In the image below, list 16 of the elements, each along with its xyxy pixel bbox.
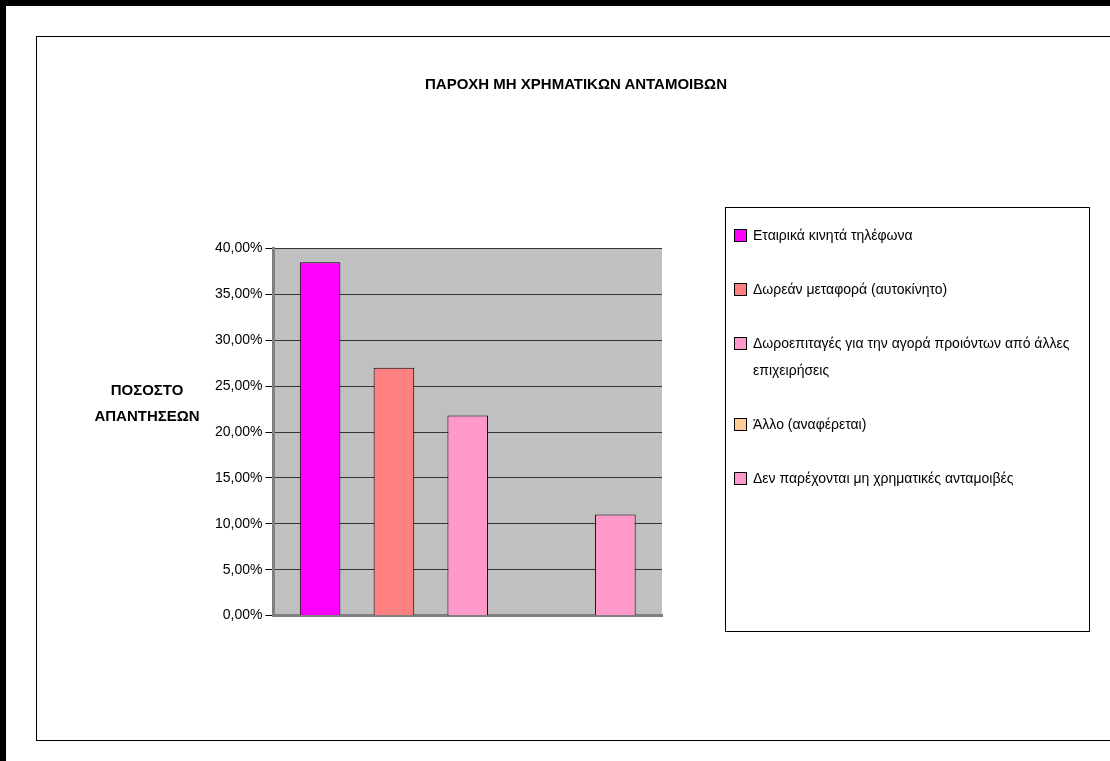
y-tick-label: 15,00%: [215, 468, 263, 485]
legend-label: Άλλο (αναφέρεται): [753, 415, 867, 434]
y-tick-label: 10,00%: [215, 514, 263, 531]
y-tick-label: 40,00%: [215, 239, 263, 256]
y-tick-label: 35,00%: [215, 285, 263, 302]
legend-label: Εταιρικά κινητά τηλέφωνα: [753, 226, 913, 245]
y-tick-label: 30,00%: [215, 331, 263, 348]
legend-label: Δωρεάν μεταφορά (αυτοκίνητο): [753, 280, 948, 299]
y-tick-label: 25,00%: [215, 376, 263, 393]
legend-label: Δεν παρέχονται μη χρηματικές ανταμοιβές: [753, 469, 1014, 488]
legend-label: Δωροεπιταγές για την αγορά προιόντων από άλλες επιχειρήσεις: [753, 334, 1071, 380]
y-tick-label: 0,00%: [222, 606, 263, 623]
chart-title: ΠΑΡΟΧΗ ΜΗ ΧΡΗΜΑΤΙΚΩΝ ΑΝΤΑΜΟΙΒΩΝ: [424, 75, 728, 92]
y-axis-title: ΠΟΣΟΣΤΟ ΑΠΑΝΤΗΣΕΩΝ: [93, 380, 201, 426]
y-tick-label: 20,00%: [215, 422, 263, 439]
y-tick-label: 5,00%: [222, 560, 263, 577]
